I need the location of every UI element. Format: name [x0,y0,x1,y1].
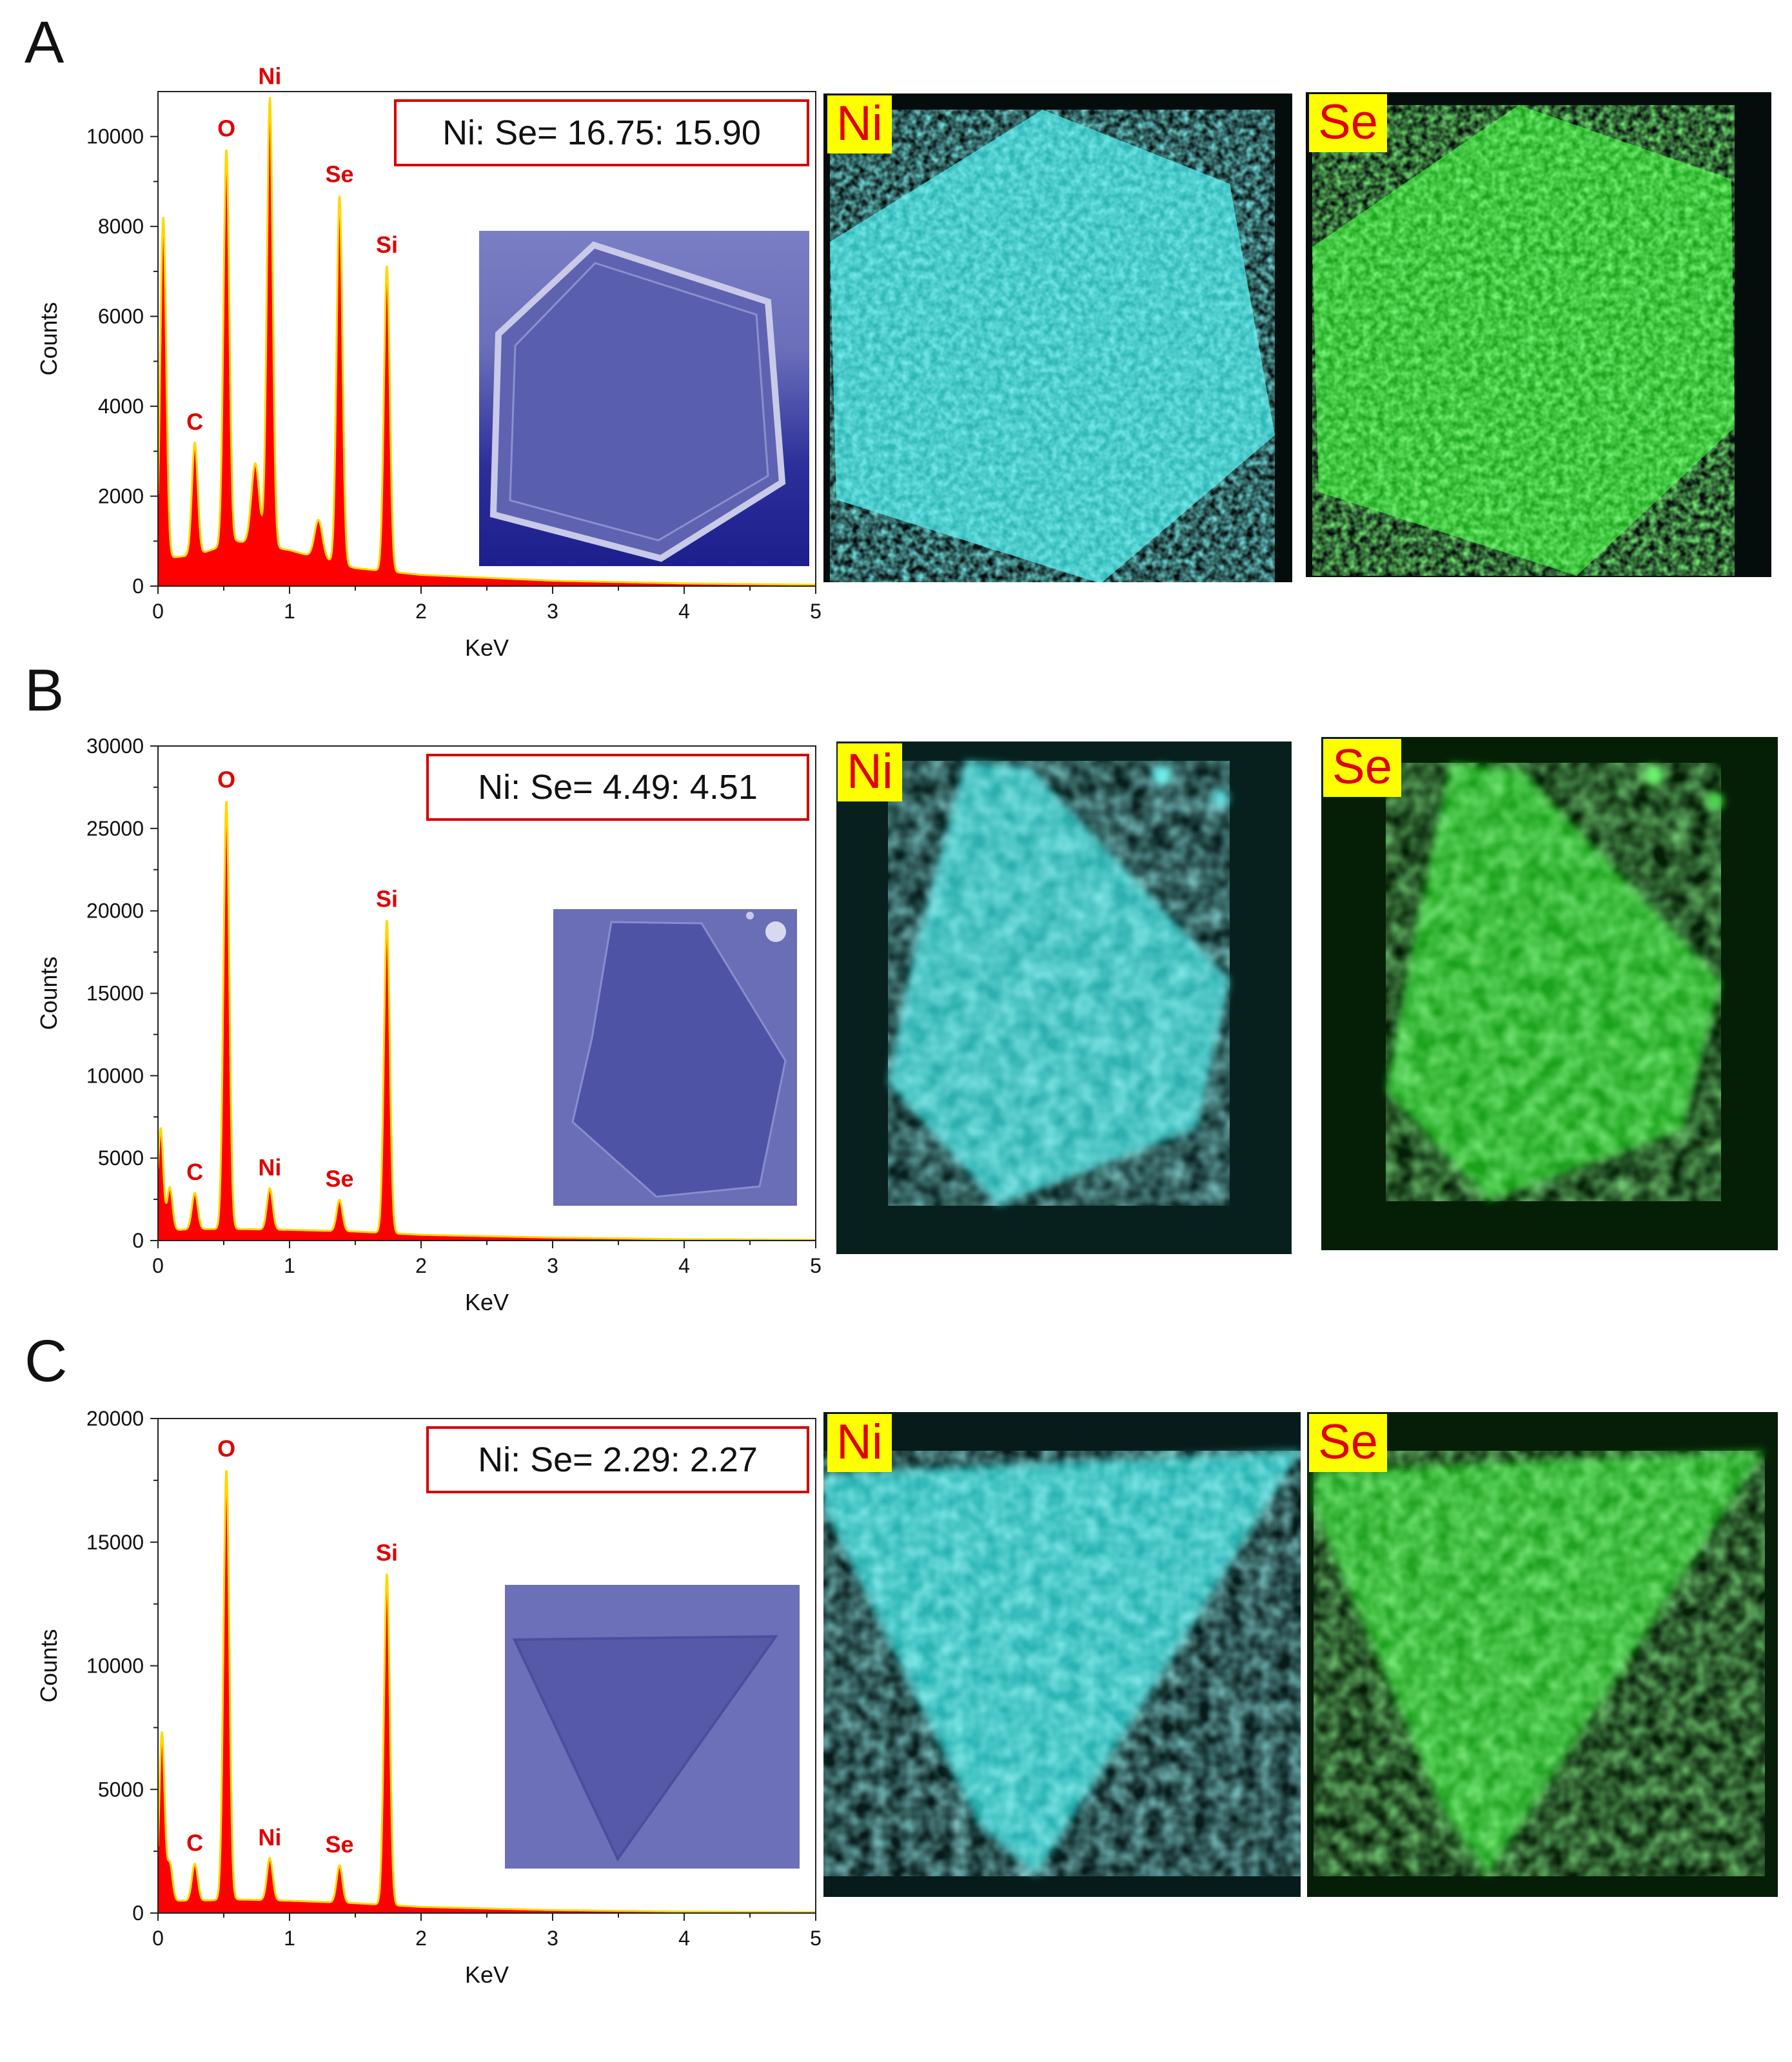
y-tick-label: 6000 [98,305,144,328]
y-tick-label: 25000 [86,817,144,840]
y-tick-label: 0 [132,1901,144,1925]
se-tag-b: Se [1323,739,1401,797]
peak-label: C [186,1829,203,1856]
ratio-text: Ni: Se= 2.29: 2.27 [478,1440,758,1479]
se-map-a [1306,92,1771,577]
y-tick-label: 30000 [86,734,144,758]
y-tick-label: 8000 [98,215,144,238]
eds-spectrum-chart-a: 0 1 2 3 4 50200040006000800010000KeVCountsCON… [35,63,822,661]
peak-label: Se [325,1831,353,1858]
y-tick-label: 15000 [86,982,144,1005]
y-tick-label: 5000 [98,1146,144,1170]
ratio-text: Ni: Se= 16.75: 15.90 [442,113,761,152]
eds-spectrum-chart-c: 0 1 2 3 4 5 0 5000 10000 15000 20000 KeV Counts C O Ni S… [35,1407,822,1988]
spectrum-line [157,97,816,586]
y-tick-label: 2000 [98,485,144,508]
y-tick-label: 4000 [98,395,144,418]
ratio-box: Ni: Se= 2.29: 2.27 [426,1426,809,1493]
peak-label: Si [376,886,398,912]
ni-tag-c: Ni [827,1414,892,1472]
y-tick-label: 20000 [86,1407,144,1430]
peak-label: Se [325,1166,353,1192]
ni-tag-b: Ni [838,743,902,801]
y-tick-label: 0 [132,574,144,598]
spectrum-line [157,801,816,1241]
y-tick-label: 0 [132,1229,144,1252]
y-axis-label: Counts [35,302,62,375]
x-axis-label: KeV [465,1289,509,1315]
y-tick-label: 20000 [86,899,144,923]
x-tick-label: 3 [547,600,558,623]
x-tick-label: 4 [678,1254,690,1277]
y-tick-label: 10000 [86,1655,144,1678]
x-tick-label: 1 [284,1254,295,1277]
y-tick-label: 10000 [86,125,144,148]
panel-letter-a: A [25,10,64,75]
x-tick-label: 2 [415,1927,427,1950]
sem-inset-a [479,231,809,566]
x-tick-label: 5 [810,600,822,623]
y-tick-label: 10000 [86,1064,144,1087]
x-tick-label: 4 [678,600,690,623]
x-tick-label: 0 [152,1927,164,1950]
peak-label: C [186,1159,203,1185]
peak-label: O [217,766,235,792]
sem-inset-c [505,1585,800,1869]
ratio-box: Ni: Se= 4.49: 4.51 [426,754,809,821]
y-axis-label: Counts [35,956,62,1030]
sem-inset-b [553,909,797,1206]
y-axis-label: Counts [35,1629,62,1702]
x-tick-label: 3 [547,1927,558,1950]
x-tick-label: 1 [284,600,295,623]
y-tick-label: 15000 [86,1531,144,1554]
x-tick-label: 2 [415,1254,427,1277]
peak-label: Se [325,161,353,188]
x-tick-label: 0 [152,600,164,623]
panel-letter-b: B [25,658,64,723]
se-map-c [1307,1412,1778,1897]
x-tick-label: 2 [415,600,427,623]
peak-label: Ni [258,1824,281,1851]
se-tag-c: Se [1309,1414,1387,1472]
ni-map-a [823,93,1292,582]
ratio-text: Ni: Se= 4.49: 4.51 [478,768,758,807]
panel-letter-c: C [25,1328,68,1394]
peak-label: Si [376,1540,398,1566]
x-tick-label: 1 [284,1927,295,1950]
peak-label: Si [376,231,398,258]
x-tick-label: 0 [152,1254,164,1277]
ratio-box: Ni: Se= 16.75: 15.90 [394,99,809,166]
se-tag-a: Se [1309,94,1387,152]
spectrum-area [158,97,816,587]
spectrum-area [158,801,816,1241]
x-tick-label: 5 [810,1254,822,1277]
peak-label: Ni [258,1154,281,1181]
spectrum-line [157,1469,816,1914]
peak-label: Ni [258,63,281,90]
x-tick-label: 3 [547,1254,558,1277]
y-tick-label: 5000 [98,1778,144,1801]
x-tick-label: 5 [810,1927,822,1950]
ni-map-b [836,741,1292,1254]
x-tick-label: 4 [678,1927,690,1950]
eds-spectrum-chart-b: 0 1 2 3 4 5 0 5000 10000 15000 20000 25000 30000 KeV C… [35,734,822,1315]
peak-label: O [217,115,235,141]
peak-label: O [217,1435,235,1462]
ni-map-c [823,1412,1301,1897]
ni-tag-a: Ni [827,95,892,153]
spectrum-area [158,1470,816,1913]
x-axis-label: KeV [465,1961,509,1988]
se-map-b [1321,737,1778,1250]
x-axis-label: KeV [465,634,509,661]
peak-label: C [186,408,203,435]
